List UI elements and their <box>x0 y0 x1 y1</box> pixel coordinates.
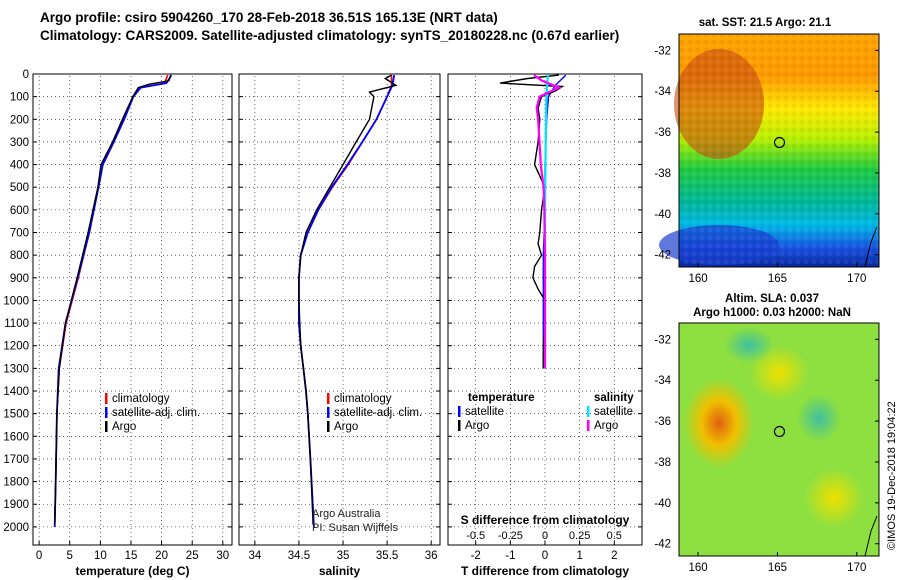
depth-tick-label: 1300 <box>3 363 29 375</box>
s-diff-tick-label: -0.5 <box>466 530 485 542</box>
legend-swatch <box>105 407 108 418</box>
temperature-axes-frame <box>32 73 233 546</box>
depth-tick-label: 1100 <box>4 318 29 330</box>
legend-label: satellite-adj. clim. <box>112 407 200 419</box>
legend-swatch <box>327 407 330 418</box>
depth-tick-label: 1400 <box>3 386 29 398</box>
temperature-x-tick-label: 20 <box>155 550 168 562</box>
salinity-x-tick-label: 36 <box>425 550 438 562</box>
legend-label: Argo <box>112 421 136 433</box>
salinity-x-tick-label: 35 <box>337 550 350 562</box>
depth-tick-label: 600 <box>10 205 29 217</box>
depth-tick-label: 700 <box>10 228 29 240</box>
depth-tick-label: 300 <box>10 137 29 149</box>
s-diff-tick-label: 0.5 <box>607 530 622 542</box>
depth-tick-label: 1700 <box>3 454 29 466</box>
differences-x-tick-label: 1 <box>576 550 582 562</box>
depth-tick-label: 500 <box>10 182 29 194</box>
differences-x-tick-label: -2 <box>471 550 481 562</box>
series-line-argo <box>54 74 172 525</box>
legend-label: Argo <box>334 421 358 433</box>
temperature-x-tick-label: 10 <box>94 550 107 562</box>
temperature-x-tick-label: 25 <box>186 550 199 562</box>
legend-swatch <box>105 421 108 432</box>
salinity-axes-frame <box>238 73 441 546</box>
depth-tick-label: 1900 <box>3 499 29 511</box>
temperature-x-tick-label: 0 <box>36 550 42 562</box>
depth-tick-label: 1000 <box>3 295 29 307</box>
depth-tick-label: 200 <box>10 114 29 126</box>
legend-label: satellite-adj. clim. <box>334 407 422 419</box>
salinity-x-tick-label: 35.5 <box>376 550 398 562</box>
s-diff-tick-label: 0.25 <box>569 530 590 542</box>
legend-swatch <box>105 393 108 404</box>
temperature-x-tick-label: 15 <box>125 550 138 562</box>
depth-tick-label: 800 <box>10 250 29 262</box>
series-line-argo <box>298 74 398 525</box>
differences-x-tick-label: -1 <box>505 550 515 562</box>
depth-tick-label: 0 <box>23 69 29 81</box>
legend-swatch <box>327 421 330 432</box>
s-diff-tick-label: -0.25 <box>498 530 523 542</box>
s-diff-tick-label: 0 <box>542 530 548 542</box>
depth-tick-label: 2000 <box>3 522 29 534</box>
salinity-x-axis-label: salinity <box>319 564 361 578</box>
depth-tick-label: 400 <box>10 160 29 172</box>
temperature-x-axis-label: temperature (deg C) <box>75 564 189 578</box>
credit-line-1: Argo Australia <box>312 508 381 520</box>
legend-label: climatology <box>112 393 170 405</box>
depth-tick-label: 1800 <box>3 477 29 489</box>
differences-x-tick-label: 0 <box>542 550 548 562</box>
temperature-x-tick-label: 5 <box>67 550 73 562</box>
depth-tick-label: 1500 <box>3 409 29 421</box>
depth-tick-label: 100 <box>10 92 29 104</box>
legend-swatch <box>327 393 330 404</box>
title-line-2: Climatology: CARS2009. Satellite-adjuste… <box>40 28 620 43</box>
depth-tick-label: 1600 <box>3 431 29 443</box>
temperature-x-tick-label: 30 <box>216 550 229 562</box>
legend-label: climatology <box>334 393 392 405</box>
title-line-1: Argo profile: csiro 5904260_170 28-Feb-2… <box>40 10 498 25</box>
depth-tick-label: 900 <box>10 273 29 285</box>
differences-x-tick-label: 2 <box>611 550 617 562</box>
depth-tick-label: 1200 <box>3 341 29 353</box>
credit-line-2: PI: Susan Wijffels <box>312 522 398 534</box>
salinity-x-tick-label: 34.5 <box>288 550 310 562</box>
salinity-x-tick-label: 34 <box>248 550 261 562</box>
